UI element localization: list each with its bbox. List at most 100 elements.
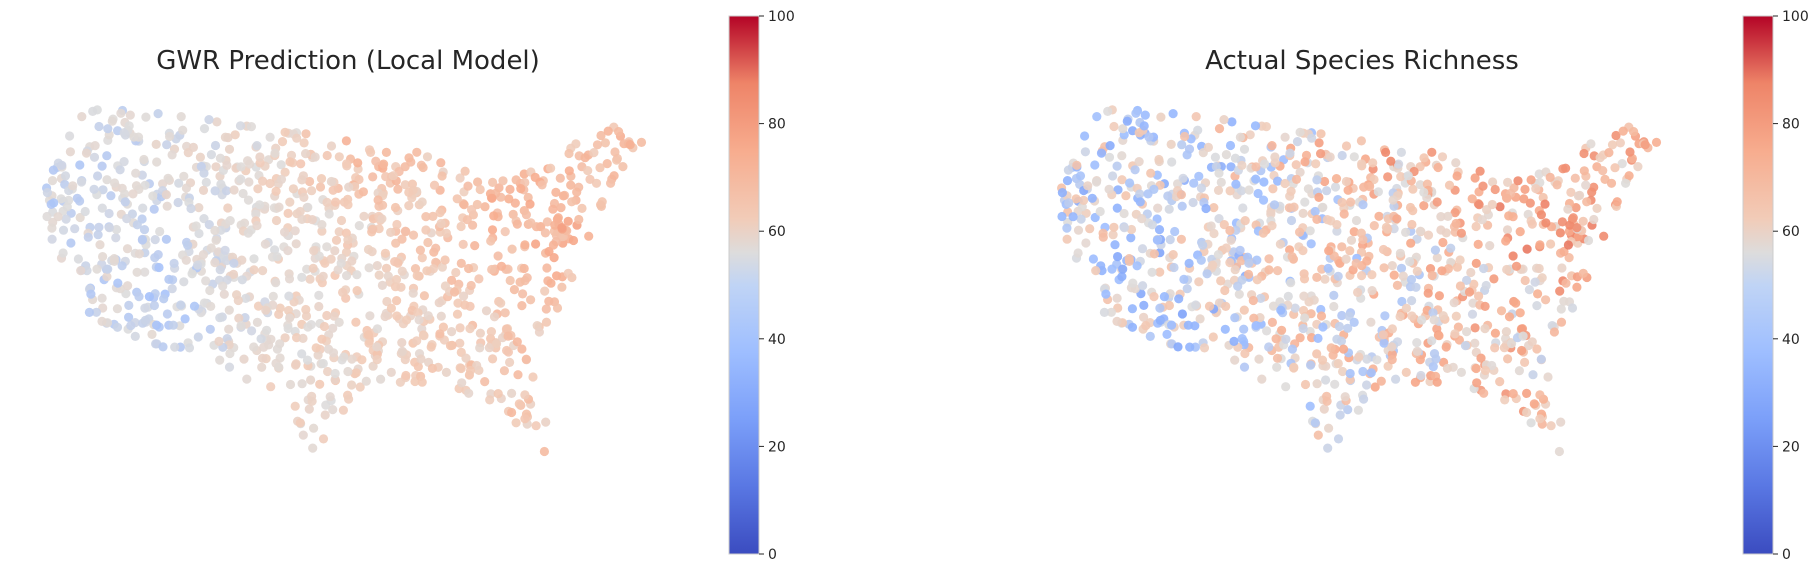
- site-point: [1139, 300, 1149, 310]
- site-point: [84, 307, 94, 317]
- site-point: [151, 139, 161, 149]
- site-point: [475, 184, 485, 195]
- site-point: [1261, 122, 1271, 132]
- site-point: [1312, 214, 1322, 224]
- site-point: [467, 205, 477, 215]
- site-point: [1474, 291, 1484, 301]
- site-point: [1324, 246, 1334, 256]
- site-point: [456, 363, 466, 374]
- site-point: [1280, 178, 1290, 189]
- site-point: [188, 142, 198, 152]
- colorbar-tick-label: 0: [1782, 547, 1791, 563]
- site-point: [427, 363, 437, 373]
- site-point: [1359, 182, 1369, 192]
- site-point: [512, 337, 522, 347]
- site-point: [1369, 221, 1379, 231]
- site-point: [229, 185, 239, 195]
- site-point: [1407, 219, 1417, 230]
- site-point: [413, 362, 423, 372]
- site-point: [257, 353, 268, 363]
- site-point: [1092, 112, 1102, 122]
- site-point: [297, 175, 307, 185]
- site-point: [274, 202, 284, 212]
- site-point: [1196, 255, 1206, 265]
- site-point: [1238, 203, 1248, 213]
- site-point: [244, 177, 254, 187]
- site-point: [577, 203, 587, 213]
- site-point: [1429, 315, 1439, 325]
- site-point: [283, 246, 293, 256]
- site-point: [1423, 230, 1434, 240]
- site-point: [310, 152, 320, 162]
- site-point: [354, 221, 364, 231]
- site-point: [552, 303, 563, 313]
- site-point: [229, 258, 239, 268]
- site-point: [1316, 149, 1326, 159]
- site-point: [1240, 216, 1250, 226]
- site-point: [1226, 235, 1236, 245]
- site-point: [1280, 132, 1290, 142]
- site-point: [169, 258, 179, 268]
- site-point: [568, 235, 579, 246]
- site-point: [1487, 360, 1497, 371]
- site-point: [1611, 130, 1621, 141]
- site-point: [1546, 239, 1556, 249]
- site-point: [1380, 311, 1390, 321]
- site-point: [1412, 266, 1422, 276]
- site-point: [1362, 354, 1372, 364]
- site-point: [204, 115, 214, 125]
- site-point: [320, 410, 330, 420]
- site-point: [1216, 177, 1226, 187]
- site-point: [1381, 147, 1391, 157]
- site-point: [128, 189, 138, 199]
- site-point: [564, 166, 574, 176]
- site-point: [1276, 305, 1286, 315]
- site-point: [1195, 314, 1205, 324]
- site-point: [1330, 182, 1341, 192]
- site-point: [1333, 358, 1343, 369]
- site-point: [262, 325, 272, 335]
- site-point: [98, 252, 108, 262]
- site-point: [1511, 261, 1522, 271]
- site-point: [308, 443, 318, 453]
- site-point: [1481, 280, 1491, 291]
- site-point: [1449, 298, 1459, 308]
- site-point: [285, 157, 295, 167]
- site-point: [1383, 172, 1393, 182]
- site-point: [390, 202, 401, 213]
- site-point: [445, 341, 456, 351]
- site-point: [176, 300, 186, 310]
- site-point: [1555, 286, 1565, 296]
- site-point: [206, 243, 216, 253]
- site-point: [546, 163, 556, 173]
- site-point: [1378, 244, 1389, 255]
- site-point: [1323, 443, 1333, 453]
- site-point: [456, 258, 466, 268]
- site-point: [455, 338, 465, 348]
- site-point: [456, 221, 466, 232]
- site-point: [76, 177, 87, 187]
- site-point: [103, 264, 113, 274]
- site-point: [255, 152, 265, 162]
- site-point: [124, 300, 134, 310]
- site-point: [1621, 178, 1631, 188]
- colorbar-ticks: 0 20 40 60 80 100: [1773, 9, 1809, 563]
- site-point: [488, 177, 498, 187]
- site-point: [344, 182, 354, 192]
- site-point: [56, 194, 66, 204]
- colorbar-tick-label: 0: [768, 547, 777, 563]
- site-point: [1341, 141, 1352, 151]
- site-point: [437, 171, 447, 181]
- site-point: [1204, 301, 1215, 311]
- site-point: [313, 350, 323, 360]
- site-point: [466, 280, 476, 291]
- site-point: [102, 175, 112, 185]
- site-point: [1501, 236, 1511, 246]
- site-point: [1456, 228, 1466, 238]
- site-point: [541, 304, 551, 314]
- site-point: [1057, 188, 1067, 198]
- site-point: [1106, 307, 1116, 317]
- site-point: [418, 162, 428, 173]
- site-point: [1219, 220, 1229, 230]
- site-point: [1464, 287, 1475, 297]
